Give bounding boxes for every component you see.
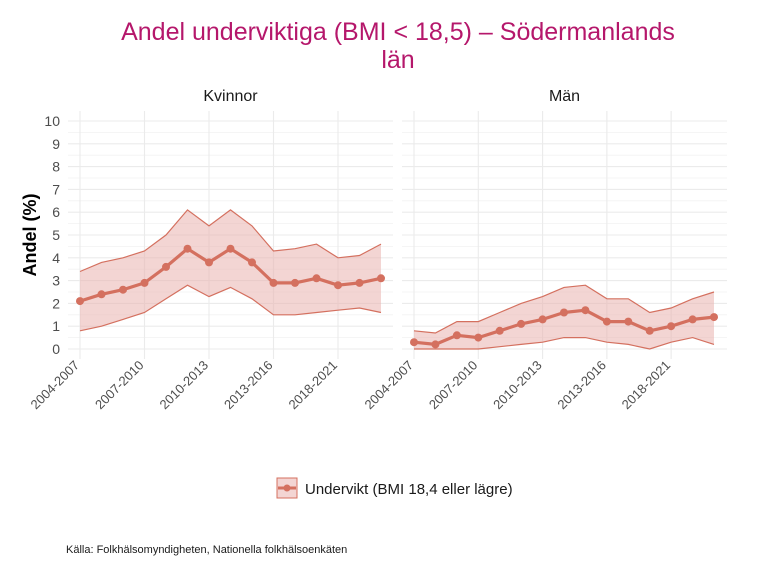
data-point [495, 326, 504, 335]
y-tick-label: 10 [44, 113, 60, 129]
panel-1: Män 2004-2007 2007-2010 2010-2013 2013-2016 2… [362, 88, 727, 412]
x-tick-label: 2004-2007 [362, 358, 417, 413]
data-point [312, 274, 321, 283]
x-tick-label: 2018-2021 [619, 358, 674, 413]
y-tick-label: 8 [52, 159, 60, 175]
data-point [226, 244, 235, 253]
chart-title-line-2: län [381, 46, 414, 74]
data-point [645, 326, 654, 335]
caption-source: Källa: Folkhälsomyndigheten, Nationella … [66, 544, 347, 556]
data-point [248, 258, 256, 267]
data-point [538, 315, 547, 324]
y-tick-label: 5 [52, 227, 60, 243]
data-point [710, 313, 718, 322]
x-tick-label: 2013-2016 [554, 358, 609, 413]
x-tick-label: 2004-2007 [28, 358, 83, 413]
x-tick-label: 2010-2013 [157, 358, 212, 413]
x-tick-label: 2010-2013 [490, 358, 545, 413]
y-tick-label: 2 [52, 295, 60, 311]
confidence-ribbon [80, 209, 381, 331]
y-tick-label: 4 [52, 250, 60, 266]
data-point [205, 258, 213, 267]
y-tick-label: 7 [52, 181, 60, 197]
confidence-ribbon [414, 285, 714, 349]
upper-bound-line [413, 284, 715, 334]
data-point [162, 262, 170, 271]
y-tick-label: 0 [52, 341, 60, 357]
data-point [183, 244, 192, 253]
data-point [140, 278, 149, 287]
legend-label: Undervikt (BMI 18,4 eller lägre) [305, 481, 513, 498]
legend-key-point [283, 484, 291, 492]
x-tick-label: 2018-2021 [286, 358, 341, 413]
y-tick-label: 3 [52, 273, 60, 289]
data-point [119, 285, 127, 294]
y-tick-label: 6 [52, 204, 60, 220]
data-point [355, 278, 364, 287]
data-point [602, 317, 611, 326]
data-point [291, 278, 299, 287]
x-tick-label: 2007-2010 [92, 358, 147, 413]
x-tick-label: 2013-2016 [221, 358, 276, 413]
data-point [334, 281, 342, 290]
data-point [624, 317, 633, 326]
data-point [560, 308, 568, 317]
lower-bound-line [79, 284, 382, 332]
data-point [410, 338, 418, 347]
x-tick-label: 2007-2010 [426, 358, 481, 413]
y-tick-label: 1 [52, 318, 60, 334]
data-point [377, 274, 385, 283]
data-point [667, 322, 676, 331]
data-point [269, 278, 278, 287]
y-axis-label: Andel (%) [20, 193, 40, 276]
legend: Undervikt (BMI 18,4 eller lägre) [276, 477, 513, 499]
panel-title: Män [549, 88, 580, 105]
lower-bound-line [414, 336, 715, 350]
data-point [581, 306, 590, 315]
panel-title: Kvinnor [203, 88, 258, 105]
data-point [76, 297, 84, 306]
data-point [688, 315, 697, 324]
data-point [97, 290, 106, 299]
data-point [517, 319, 526, 328]
data-point [452, 331, 461, 340]
chart-title-line-1: Andel underviktiga (BMI < 18,5) – Söderm… [121, 18, 675, 46]
upper-bound-line [79, 209, 382, 273]
data-point [474, 333, 483, 342]
data-point [431, 340, 440, 349]
y-tick-label: 9 [52, 136, 60, 152]
